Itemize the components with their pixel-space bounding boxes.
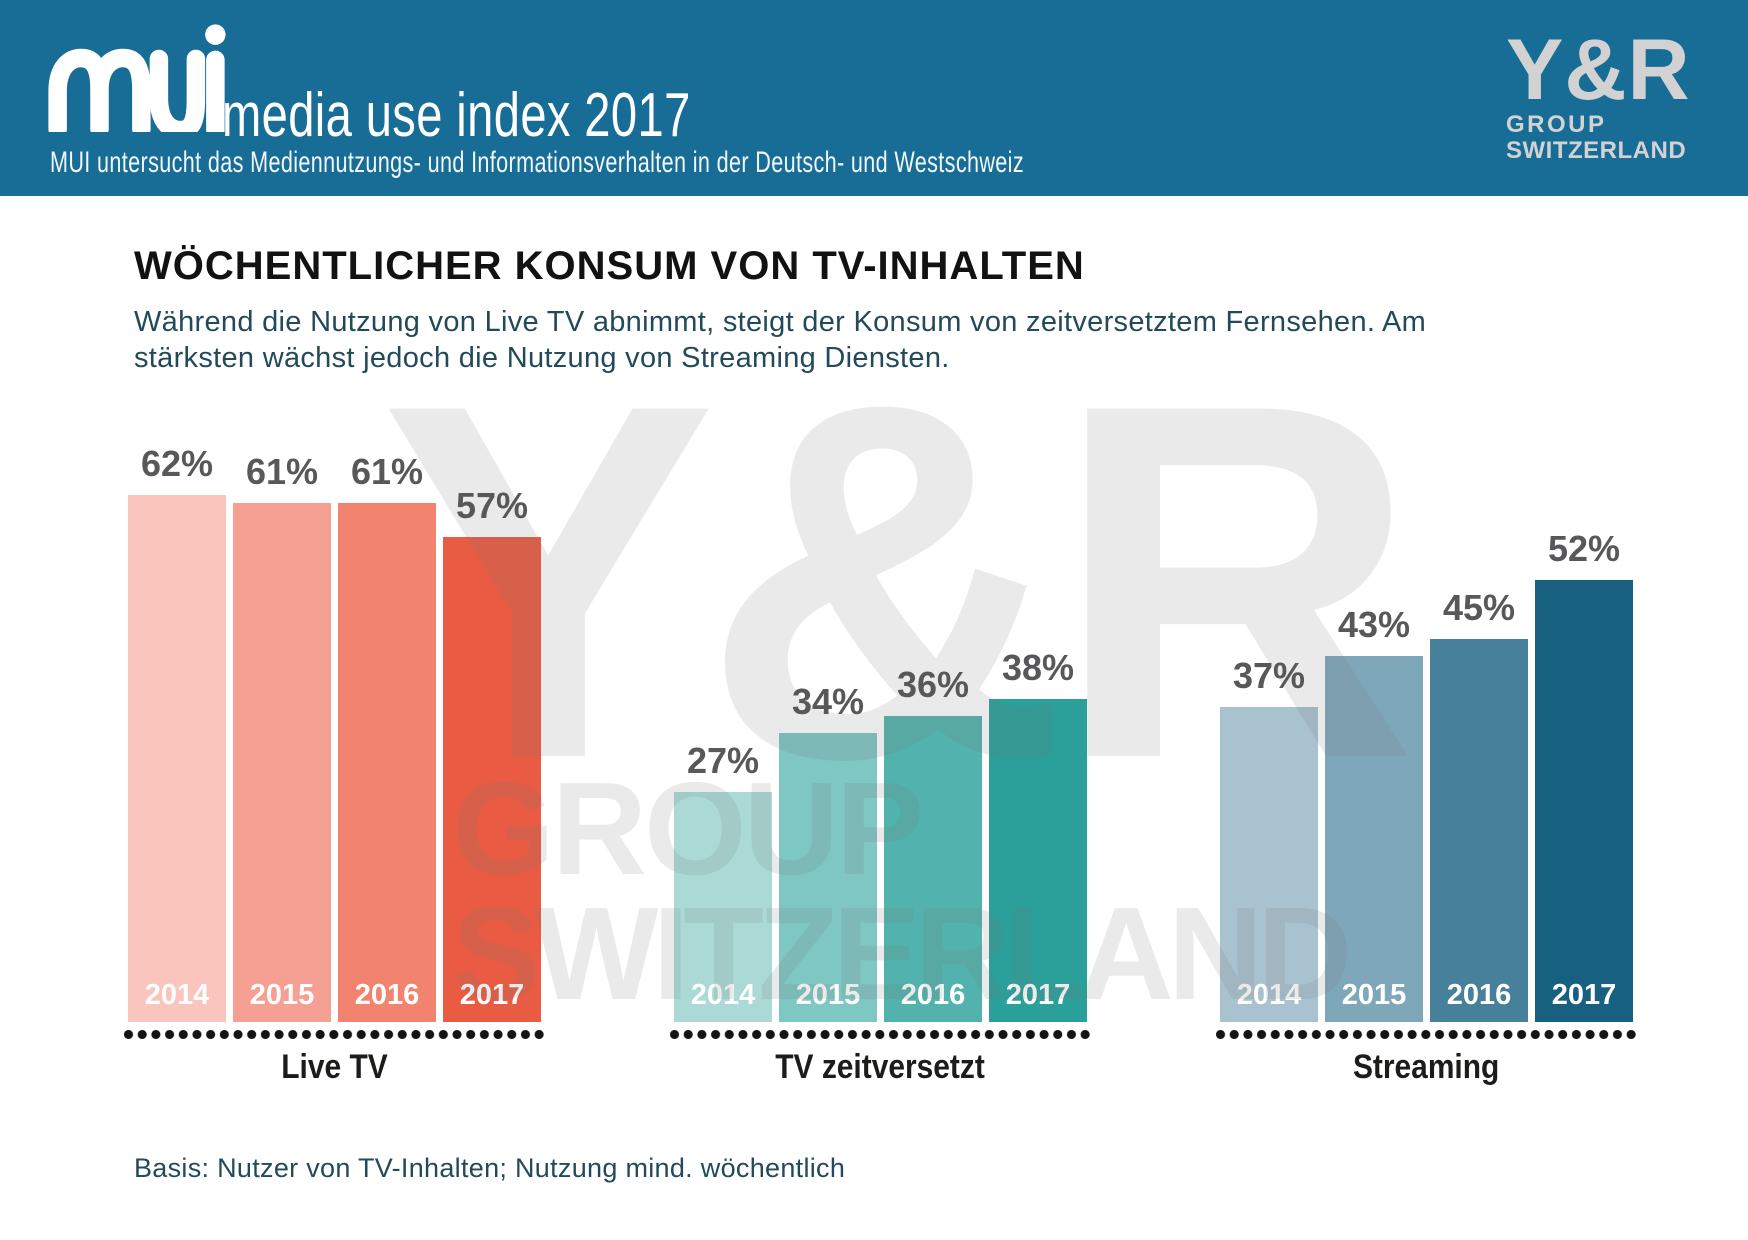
bar: 2016 xyxy=(1430,639,1528,1022)
series-label-text: TV zeitversetzt xyxy=(775,1048,986,1086)
series-label: TV zeitversetzt xyxy=(674,1048,1087,1087)
header-title: media use index 2017 xyxy=(222,81,691,150)
bar-year-label: 2017 xyxy=(459,979,525,1011)
mui-logo-i-dot xyxy=(205,24,226,45)
bar: 2017 xyxy=(1535,580,1633,1022)
series-label: Live TV xyxy=(128,1048,541,1087)
bar: 2014 xyxy=(128,495,226,1022)
bar-year-label: 2014 xyxy=(1236,979,1302,1011)
bar-year-label: 2017 xyxy=(1005,979,1071,1011)
page-subtitle-line2: stärksten wächst jedoch die Nutzung von … xyxy=(134,341,950,374)
bar: 2016 xyxy=(884,716,982,1022)
yr-logo-wordmark: Y&R xyxy=(1506,22,1691,118)
mui-logo xyxy=(48,24,226,132)
bar-value-label: 61% xyxy=(350,451,424,492)
bar-value-label: 37% xyxy=(1232,655,1306,696)
basis-footnote: Basis: Nutzer von TV-Inhalten; Nutzung m… xyxy=(134,1153,846,1183)
page-title: WÖCHENTLICHER KONSUM VON TV-INHALTEN xyxy=(134,244,1085,288)
bar-value-label: 34% xyxy=(791,681,865,722)
dotted-separator xyxy=(1216,1030,1637,1039)
series-label-text: Streaming xyxy=(1353,1048,1500,1086)
series-label: Streaming xyxy=(1220,1048,1633,1087)
bar-year-label: 2016 xyxy=(1446,979,1512,1011)
bar-value-label: 36% xyxy=(896,664,970,705)
bar-value-label: 45% xyxy=(1442,587,1516,628)
bar: 2015 xyxy=(233,503,331,1022)
mui-logo-u xyxy=(149,49,206,132)
bar-year-label: 2017 xyxy=(1551,979,1617,1011)
bar-year-label: 2015 xyxy=(1341,979,1407,1011)
bar-value-label: 57% xyxy=(455,485,529,526)
yr-logo-group-text: GROUP xyxy=(1506,111,1607,139)
bar-value-label: 38% xyxy=(1001,647,1075,688)
bar-year-label: 2015 xyxy=(249,979,315,1011)
bar: 2016 xyxy=(338,503,436,1022)
bar-value-label: 62% xyxy=(140,443,214,484)
mui-logo-m xyxy=(48,48,151,132)
page-subtitle-line1: Während die Nutzung von Live TV abnimmt,… xyxy=(134,306,1427,338)
bar-value-label: 61% xyxy=(245,451,319,492)
dotted-separator xyxy=(670,1030,1091,1039)
series-label-text: Live TV xyxy=(281,1048,388,1086)
bar-value-label: 52% xyxy=(1547,528,1621,569)
bar-value-label: 27% xyxy=(686,740,760,781)
bar-year-label: 2014 xyxy=(690,979,756,1011)
bar-year-label: 2016 xyxy=(354,979,420,1011)
bar-year-label: 2016 xyxy=(900,979,966,1011)
yr-logo-switzerland-text: SWITZERLAND xyxy=(1506,137,1687,165)
header-banner: media use index 2017 MUI untersucht das … xyxy=(0,0,1748,196)
bar: 2014 xyxy=(674,792,772,1022)
bar-year-label: 2015 xyxy=(795,979,861,1011)
bar: 2017 xyxy=(989,699,1087,1022)
bar: 2015 xyxy=(779,733,877,1022)
bar: 2015 xyxy=(1325,656,1423,1022)
bar: 2017 xyxy=(443,537,541,1022)
bar-value-label: 43% xyxy=(1337,604,1411,645)
dotted-separator xyxy=(124,1030,545,1039)
header-subtitle: MUI untersucht das Mediennutzungs- und I… xyxy=(50,146,1025,179)
bar-year-label: 2014 xyxy=(144,979,210,1011)
page-subtitle: Während die Nutzung von Live TV abnimmt,… xyxy=(134,305,1426,376)
yr-group-logo: Y&R GROUP SWITZERLAND xyxy=(1506,22,1691,165)
bar: 2014 xyxy=(1220,707,1318,1022)
